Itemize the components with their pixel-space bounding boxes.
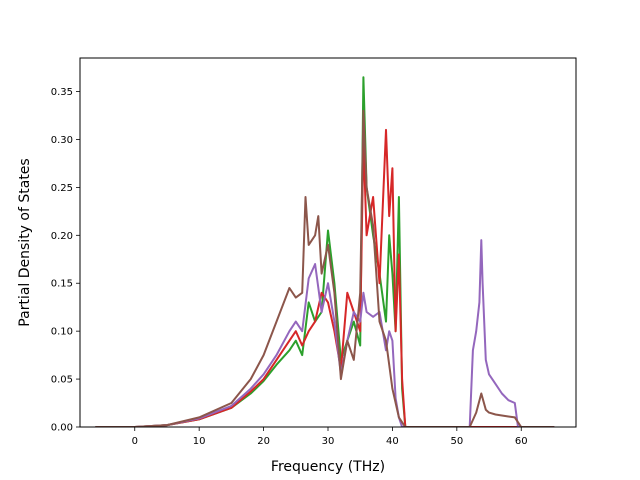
y-tick-label: 0.25 <box>51 183 73 194</box>
y-tick-label: 0.30 <box>51 135 73 146</box>
y-tick-label: 0.35 <box>51 87 73 98</box>
y-axis: 0.00 0.05 0.10 0.15 0.20 0.25 0.30 0.35 <box>51 87 80 434</box>
y-tick-label: 0.05 <box>51 375 73 386</box>
x-axis: 0 10 20 30 40 50 60 <box>132 427 528 447</box>
y-tick-label: 0.00 <box>51 423 73 434</box>
x-tick-label: 10 <box>193 436 206 447</box>
y-tick-label: 0.15 <box>51 279 73 290</box>
x-axis-label: Frequency (THz) <box>271 459 385 475</box>
series-layer <box>95 76 555 427</box>
x-tick-label: 0 <box>132 436 138 447</box>
y-tick-label: 0.20 <box>51 231 73 242</box>
x-tick-label: 40 <box>386 436 399 447</box>
series-line-3 <box>95 239 555 427</box>
series-line-1 <box>95 76 555 427</box>
x-tick-label: 60 <box>515 436 528 447</box>
y-tick-label: 0.10 <box>51 327 73 338</box>
y-axis-label: Partial Density of States <box>17 158 33 326</box>
x-tick-label: 30 <box>322 436 335 447</box>
series-line-4 <box>95 109 555 427</box>
x-tick-label: 20 <box>257 436 270 447</box>
x-tick-label: 50 <box>450 436 463 447</box>
